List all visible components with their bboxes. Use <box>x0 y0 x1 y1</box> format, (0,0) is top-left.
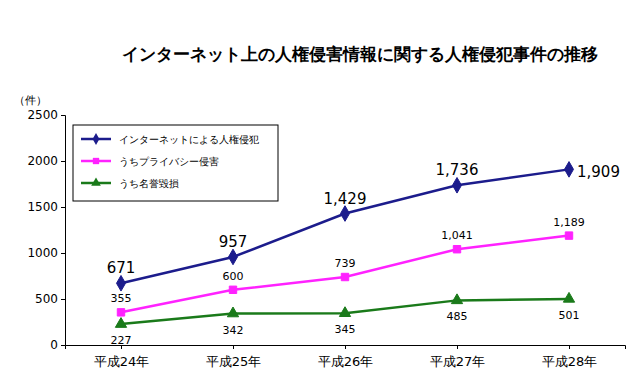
data-label: 1,736 <box>436 161 479 179</box>
data-label: 739 <box>335 257 356 270</box>
data-label: 1,429 <box>324 190 367 208</box>
x-axis-line <box>66 346 626 350</box>
y-tick-label: 1500 <box>27 200 58 214</box>
x-tick-mark <box>233 345 234 349</box>
x-tick: 平成28年 <box>542 345 598 369</box>
y-tick-mark <box>61 253 65 254</box>
series-marker <box>453 178 462 194</box>
x-tick-label: 平成28年 <box>542 354 598 369</box>
x-tick: 平成26年 <box>318 345 374 369</box>
series-marker <box>229 249 238 265</box>
y-tick-label: 500 <box>35 292 58 306</box>
y-axis-line <box>61 116 66 346</box>
legend-marker <box>93 133 100 145</box>
x-tick-mark <box>569 345 570 349</box>
legend: インターネットによる人権侵犯うちプライバシー侵害うち名誉毀損 <box>73 125 278 201</box>
data-label: 671 <box>107 259 136 277</box>
y-tick: 500 <box>35 292 65 306</box>
x-axis: 平成24年 平成25年 平成26年 平成27年 平成28年 <box>66 345 626 369</box>
series-marker <box>451 294 462 304</box>
series-marker <box>341 206 350 222</box>
series-marker <box>229 286 236 293</box>
y-tick-mark <box>61 207 65 208</box>
x-tick: 平成24年 <box>94 345 150 369</box>
data-label: 600 <box>223 270 244 283</box>
y-tick-mark <box>61 161 65 162</box>
data-label: 1,909 <box>577 163 620 181</box>
series-marker <box>565 162 574 178</box>
x-tick-label: 平成25年 <box>206 354 262 369</box>
data-label: 355 <box>111 292 132 305</box>
y-tick-label: 2000 <box>27 154 58 168</box>
y-tick: 1500 <box>27 200 65 214</box>
y-tick-label: 0 <box>50 338 58 352</box>
y-axis: 0 500 1000 1500 2000 2500 <box>27 108 65 352</box>
data-label: 957 <box>219 233 248 251</box>
series-marker <box>563 292 574 302</box>
y-tick-mark <box>61 345 65 346</box>
x-tick-mark <box>345 345 346 349</box>
data-label: 342 <box>223 324 244 337</box>
y-tick-label: 1000 <box>27 246 58 260</box>
data-label: 485 <box>447 310 468 323</box>
legend-marker <box>91 177 101 185</box>
series-marker <box>453 246 460 253</box>
legend-marker <box>93 158 99 164</box>
y-tick: 1000 <box>27 246 65 260</box>
x-tick-mark <box>457 345 458 349</box>
y-tick-label: 2500 <box>27 108 58 122</box>
legend-box <box>73 125 278 201</box>
data-label: 1,189 <box>553 216 585 229</box>
x-tick-label: 平成27年 <box>430 354 486 369</box>
data-label: 345 <box>335 323 356 336</box>
data-label: 1,041 <box>441 229 473 242</box>
chart: インターネット上の人権侵害情報に関する人権侵犯事件の推移 （件） 0 500 1000 1… <box>0 0 640 383</box>
y-tick: 2000 <box>27 154 65 168</box>
series-marker <box>117 309 124 316</box>
x-tick: 平成25年 <box>206 345 262 369</box>
legend-label: インターネットによる人権侵犯 <box>119 134 259 145</box>
series-marker <box>227 307 238 317</box>
x-tick-label: 平成26年 <box>318 354 374 369</box>
series-marker <box>339 307 350 317</box>
series-marker <box>565 232 572 239</box>
data-label: 501 <box>559 309 580 322</box>
y-tick: 2500 <box>27 108 65 122</box>
data-label: 227 <box>111 334 132 347</box>
series-marker <box>115 318 126 328</box>
y-tick-mark <box>61 299 65 300</box>
legend-label: うち名誉毀損 <box>119 178 179 189</box>
x-tick-label: 平成24年 <box>94 354 150 369</box>
title: インターネット上の人権侵害情報に関する人権侵犯事件の推移 <box>122 44 598 64</box>
x-tick: 平成27年 <box>430 345 486 369</box>
series-marker <box>117 275 126 291</box>
legend-label: うちプライバシー侵害 <box>119 156 219 167</box>
y-axis-title: （件） <box>14 94 47 107</box>
series-marker <box>341 273 348 280</box>
y-tick: 0 <box>50 338 65 352</box>
series-line <box>121 299 569 324</box>
y-tick-mark <box>61 115 65 116</box>
